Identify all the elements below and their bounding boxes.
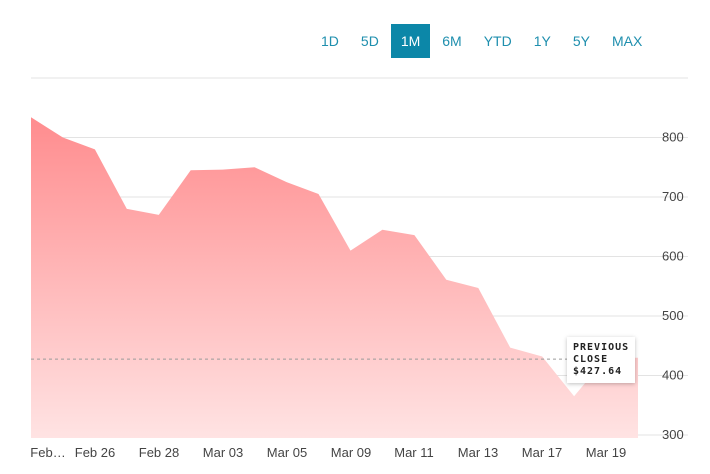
range-button-1d[interactable]: 1D bbox=[321, 33, 339, 49]
range-button-5y[interactable]: 5Y bbox=[572, 33, 590, 49]
previous-close-label-line1: PREVIOUS bbox=[573, 342, 630, 354]
y-tick-label: 500 bbox=[662, 308, 684, 323]
x-tick-label: Mar 09 bbox=[331, 445, 371, 460]
range-button-1m[interactable]: 1M bbox=[390, 24, 431, 58]
range-button-max[interactable]: MAX bbox=[611, 33, 643, 49]
price-area bbox=[31, 117, 638, 439]
y-tick-label: 400 bbox=[662, 368, 684, 383]
y-tick-label: 700 bbox=[662, 189, 684, 204]
previous-close-value: $427.64 bbox=[573, 366, 623, 378]
x-tick-label: Mar 19 bbox=[586, 445, 626, 460]
x-tick-label: Feb… bbox=[30, 445, 65, 460]
y-tick-label: 600 bbox=[662, 249, 684, 264]
previous-close-label-line2: CLOSE bbox=[573, 354, 609, 366]
x-tick-label: Mar 17 bbox=[522, 445, 562, 460]
x-tick-label: Feb 28 bbox=[139, 445, 179, 460]
range-button-5d[interactable]: 5D bbox=[360, 33, 379, 49]
y-tick-label: 800 bbox=[662, 130, 684, 145]
previous-close-tooltip: PREVIOUS CLOSE $427.64 bbox=[567, 337, 636, 384]
y-axis: 800 700 600 500 400 300 bbox=[662, 130, 684, 443]
y-tick-label: 300 bbox=[662, 427, 684, 442]
range-button-1y[interactable]: 1Y bbox=[533, 33, 551, 49]
x-tick-label: Feb 26 bbox=[75, 445, 115, 460]
x-tick-label: Mar 03 bbox=[203, 445, 243, 460]
range-button-6m[interactable]: 6M bbox=[442, 33, 462, 49]
x-axis: Feb… Feb 26 Feb 28 Mar 03 Mar 05 Mar 09 Mar 11… bbox=[30, 445, 626, 460]
x-tick-label: Mar 11 bbox=[394, 445, 434, 460]
x-tick-label: Mar 13 bbox=[458, 445, 498, 460]
range-selector: 1D 5D 1M 6M YTD 1Y 5Y MAX bbox=[310, 24, 653, 58]
range-button-ytd[interactable]: YTD bbox=[483, 33, 512, 49]
x-tick-label: Mar 05 bbox=[267, 445, 307, 460]
